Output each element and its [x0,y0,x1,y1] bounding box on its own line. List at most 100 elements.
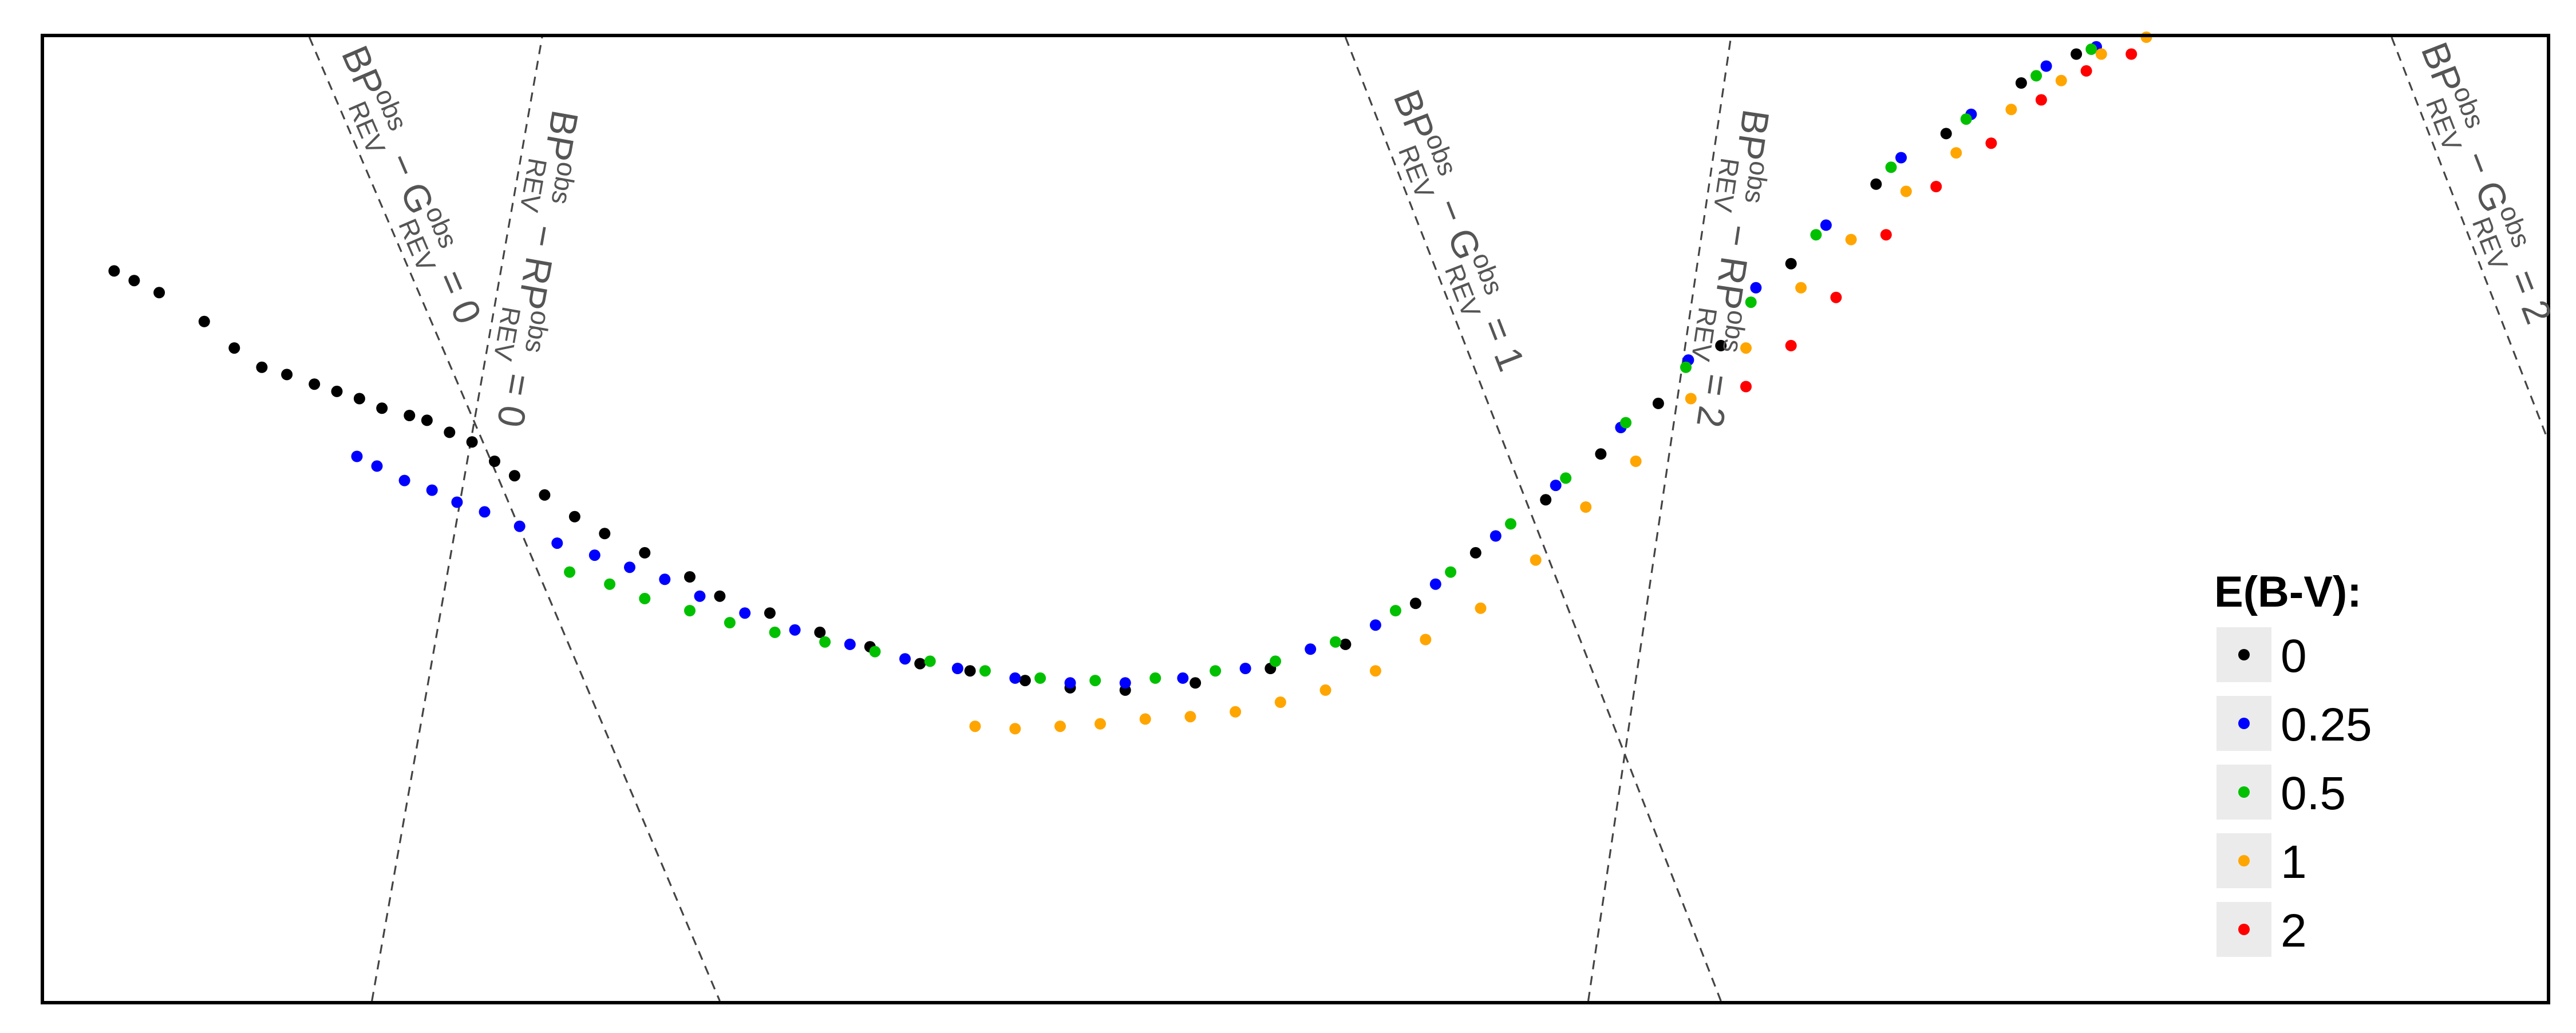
data-point [1119,677,1131,689]
data-point [724,617,736,628]
data-point [1540,494,1552,506]
data-point [1745,296,1757,308]
legend-marker [2238,718,2250,729]
data-point [924,655,936,667]
data-point [1715,339,1727,351]
data-point [108,265,120,277]
data-point [1530,554,1542,566]
data-point [1930,181,1942,192]
legend-label: 2 [2281,905,2307,957]
data-point [2035,94,2047,106]
data-point [1900,185,1912,197]
data-point [1880,229,1892,241]
data-point [1064,677,1076,689]
data-point [1019,675,1031,687]
data-point [2030,70,2042,82]
data-point [426,484,438,496]
legend-item: 2 [2217,902,2307,957]
data-point [1009,723,1021,735]
data-point [624,561,635,573]
data-point [331,385,343,397]
data-point [789,624,801,636]
data-point [281,369,293,381]
data-point [684,605,696,616]
guide-line [1344,37,1722,1001]
data-point [371,460,383,472]
legend-label: 0 [2281,630,2307,682]
data-point [1270,655,1281,667]
data-point [1089,675,1101,687]
guide-label: BPobsREV − RPobsREV = 2 [1676,105,1782,431]
data-point [1369,665,1381,677]
data-point [404,410,416,421]
data-point [489,456,500,467]
data-point [1845,233,1857,246]
data-point [769,626,781,638]
data-point [228,342,240,354]
data-point [1054,721,1066,733]
data-point [964,665,976,677]
data-point [1274,696,1286,708]
legend-marker [2238,855,2250,866]
guide-line [371,37,543,1001]
data-point [1369,619,1381,631]
data-point [1469,547,1481,559]
data-point [979,665,991,677]
legend-label: 0.5 [2281,767,2346,820]
data-point [128,275,140,287]
data-point [539,489,551,501]
data-point [513,520,526,532]
legend-marker [2238,924,2250,935]
data-point [1960,113,1972,125]
data-point [599,528,611,540]
data-point [564,566,576,578]
data-point [198,315,210,327]
data-point [1445,566,1457,578]
data-point [551,537,563,549]
data-point [1785,339,1797,351]
data-point [2005,104,2017,116]
data-point [1475,602,1487,614]
data-point [2071,48,2083,60]
data-point [1409,597,1421,609]
legend-item: 0 [2217,627,2307,682]
data-point [1330,636,1341,648]
legend-label: 0.25 [2281,699,2372,751]
data-point [1652,397,1664,409]
series-0.5 [564,43,2097,687]
data-point [1795,282,1807,294]
data-point [1149,672,1161,684]
guide-lines [308,37,2547,1001]
data-point [421,414,433,426]
data-point [1490,530,1502,542]
data-point [1740,381,1752,393]
series-0 [108,48,2083,696]
data-point [1560,472,1572,484]
legend-item: 0.5 [2217,765,2346,820]
data-point [1740,342,1752,354]
data-point [1340,638,1352,650]
data-point [969,721,981,733]
plot-frame [41,34,2550,1004]
data-point [1095,718,1106,730]
data-point [376,402,388,414]
data-point [1820,219,1832,231]
guide-line [2391,37,2547,438]
data-point [694,590,706,602]
data-point [479,506,491,518]
series-1 [969,31,2152,735]
data-point [604,578,616,590]
legend-marker [2238,786,2250,798]
data-point [2055,74,2067,86]
data-point [2080,65,2092,77]
data-point [684,571,696,583]
data-point [1895,152,1907,164]
data-point [659,573,671,585]
data-point [1630,456,1642,467]
data-point [568,510,580,523]
data-point [398,474,410,486]
legend-title: E(B-V): [2214,568,2362,616]
data-point [1580,501,1592,513]
data-point [588,549,600,561]
